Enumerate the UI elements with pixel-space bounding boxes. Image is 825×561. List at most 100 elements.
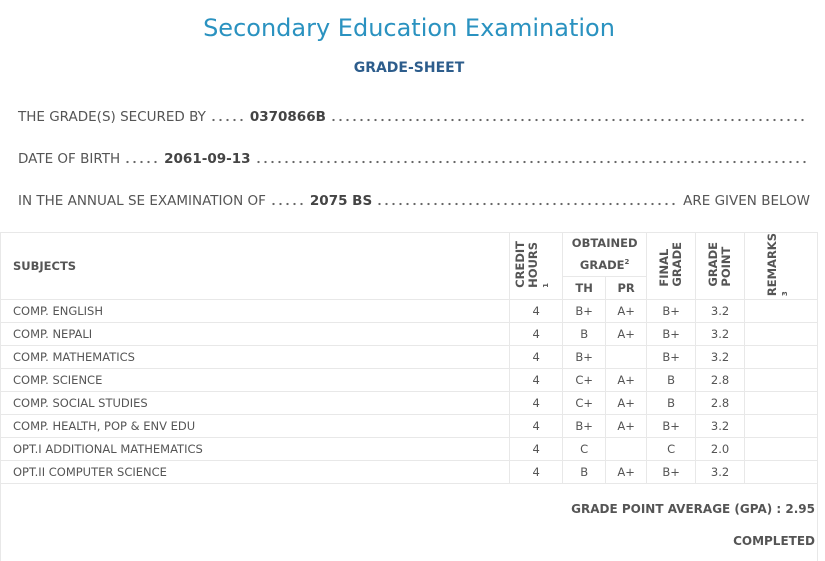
grade-point: 3.2 — [695, 414, 746, 439]
gpa-label: GRADE POINT AVERAGE (GPA) : — [571, 502, 782, 516]
footnote-mark: 1 — [542, 283, 551, 288]
header-point: GRADE POINT — [695, 231, 746, 301]
credit-hours: 4 — [509, 299, 564, 324]
info-line: DATE OF BIRTH 2061-09-13 — [18, 151, 810, 167]
grade-point: 3.2 — [695, 460, 746, 485]
remarks — [744, 391, 818, 416]
remarks — [744, 345, 818, 370]
credit-hours: 4 — [509, 322, 564, 347]
info-label: THE GRADE(S) SECURED BY — [18, 109, 206, 125]
table-body: COMP. ENGLISH 4 B+ A+ B+ 3.2 COMP. NEPALI 4 B A+ B… — [0, 299, 818, 485]
practical-grade: A+ — [605, 460, 648, 485]
grade-point: 3.2 — [695, 299, 746, 324]
subject: COMP. MATHEMATICS — [0, 345, 511, 370]
table-row: COMP. NEPALI 4 B A+ B+ 3.2 — [0, 322, 818, 347]
final-grade: B+ — [646, 322, 697, 347]
final-grade: C — [646, 437, 697, 462]
grade-point: 2.8 — [695, 391, 746, 416]
header-final: FINAL GRADE — [646, 231, 697, 301]
credit-hours: 4 — [509, 414, 564, 439]
practical-grade: A+ — [605, 414, 648, 439]
subject: OPT.I ADDITIONAL MATHEMATICS — [0, 437, 511, 462]
credit-hours: 4 — [509, 345, 564, 370]
gpa-value: 2.95 — [785, 502, 815, 516]
info-label: DATE OF BIRTH — [18, 151, 121, 167]
header-text: HOURS — [526, 242, 541, 288]
practical-grade — [605, 345, 648, 370]
header-credit: CREDIT HOURS 1 — [509, 231, 564, 301]
grade-point: 3.2 — [695, 345, 746, 370]
credit-hours: 4 — [509, 368, 564, 393]
gpa-line: GRADE POINT AVERAGE (GPA) : 2.95 — [571, 502, 815, 516]
info-value: 0370866B — [249, 109, 326, 125]
table-row: COMP. HEALTH, POP & ENV EDU 4 B+ A+ B+ 3.2 — [0, 414, 818, 439]
theory-grade: C+ — [562, 368, 607, 393]
header-text: GRADE — [579, 257, 625, 272]
remarks — [744, 368, 818, 393]
grade-point: 2.8 — [695, 368, 746, 393]
theory-grade: C — [562, 437, 607, 462]
practical-grade — [605, 437, 648, 462]
final-grade: B+ — [646, 345, 697, 370]
info-value: 2061-09-13 — [164, 151, 251, 167]
header-text: POINT — [719, 246, 734, 287]
table-row: COMP. SOCIAL STUDIES 4 C+ A+ B 2.8 — [0, 391, 818, 416]
credit-hours: 4 — [509, 391, 564, 416]
final-grade: B+ — [646, 299, 697, 324]
final-grade: B+ — [646, 460, 697, 485]
final-grade: B — [646, 391, 697, 416]
header-obtained: OBTAINED GRADE2 — [562, 232, 648, 277]
subtitle: GRADE-SHEET — [353, 60, 465, 76]
subject: COMP. NEPALI — [0, 322, 511, 347]
practical-grade: A+ — [605, 391, 648, 416]
table-row: OPT.II COMPUTER SCIENCE 4 B A+ B+ 3.2 — [0, 460, 818, 485]
info-line: THE GRADE(S) SECURED BY 0370866B — [18, 109, 810, 125]
credit-hours: 4 — [509, 460, 564, 485]
theory-grade: B+ — [562, 299, 607, 324]
header-text: GRADE — [670, 242, 685, 287]
header-text: REMARKS — [764, 233, 779, 297]
remarks — [744, 299, 818, 324]
status: COMPLETED — [733, 534, 815, 548]
remarks — [744, 437, 818, 462]
grade-table: SUBJECTS CREDIT HOURS 1 OBTAINED GRADE2 FIN… — [0, 231, 818, 561]
subject: COMP. SCIENCE — [0, 368, 511, 393]
remarks — [744, 460, 818, 485]
final-grade: B+ — [646, 414, 697, 439]
subject: OPT.II COMPUTER SCIENCE — [0, 460, 511, 485]
theory-grade: B+ — [562, 345, 607, 370]
title: Secondary Education Examination — [203, 14, 615, 42]
table-row: COMP. ENGLISH 4 B+ A+ B+ 3.2 — [0, 299, 818, 324]
theory-grade: B — [562, 322, 607, 347]
grade-point: 3.2 — [695, 322, 746, 347]
header-remarks: REMARKS 3 — [744, 231, 818, 301]
theory-grade: B+ — [562, 414, 607, 439]
info-line: IN THE ANNUAL SE EXAMINATION OF 2075 BS … — [18, 193, 810, 209]
subject: COMP. HEALTH, POP & ENV EDU — [0, 414, 511, 439]
remarks — [744, 414, 818, 439]
practical-grade: A+ — [605, 368, 648, 393]
credit-hours: 4 — [509, 437, 564, 462]
practical-grade: A+ — [605, 322, 648, 347]
final-grade: B — [646, 368, 697, 393]
info-suffix: ARE GIVEN BELOW — [683, 193, 810, 209]
info-label: IN THE ANNUAL SE EXAMINATION OF — [18, 193, 266, 209]
theory-grade: B — [562, 460, 607, 485]
table-row: COMP. SCIENCE 4 C+ A+ B 2.8 — [0, 368, 818, 393]
header-text: OBTAINED — [571, 235, 638, 250]
header-pr: PR — [605, 275, 648, 301]
footnote-mark: 2 — [624, 257, 630, 266]
subject: COMP. ENGLISH — [0, 299, 511, 324]
practical-grade: A+ — [605, 299, 648, 324]
header-th: TH — [562, 275, 607, 301]
remarks — [744, 322, 818, 347]
table-row: COMP. MATHEMATICS 4 B+ B+ 3.2 — [0, 345, 818, 370]
subject: COMP. SOCIAL STUDIES — [0, 391, 511, 416]
theory-grade: C+ — [562, 391, 607, 416]
grade-point: 2.0 — [695, 437, 746, 462]
footnote-mark: 3 — [780, 291, 789, 297]
table-row: OPT.I ADDITIONAL MATHEMATICS 4 C C 2.0 — [0, 437, 818, 462]
info-value: 2075 BS — [309, 193, 373, 209]
header-subjects: SUBJECTS — [0, 231, 511, 301]
